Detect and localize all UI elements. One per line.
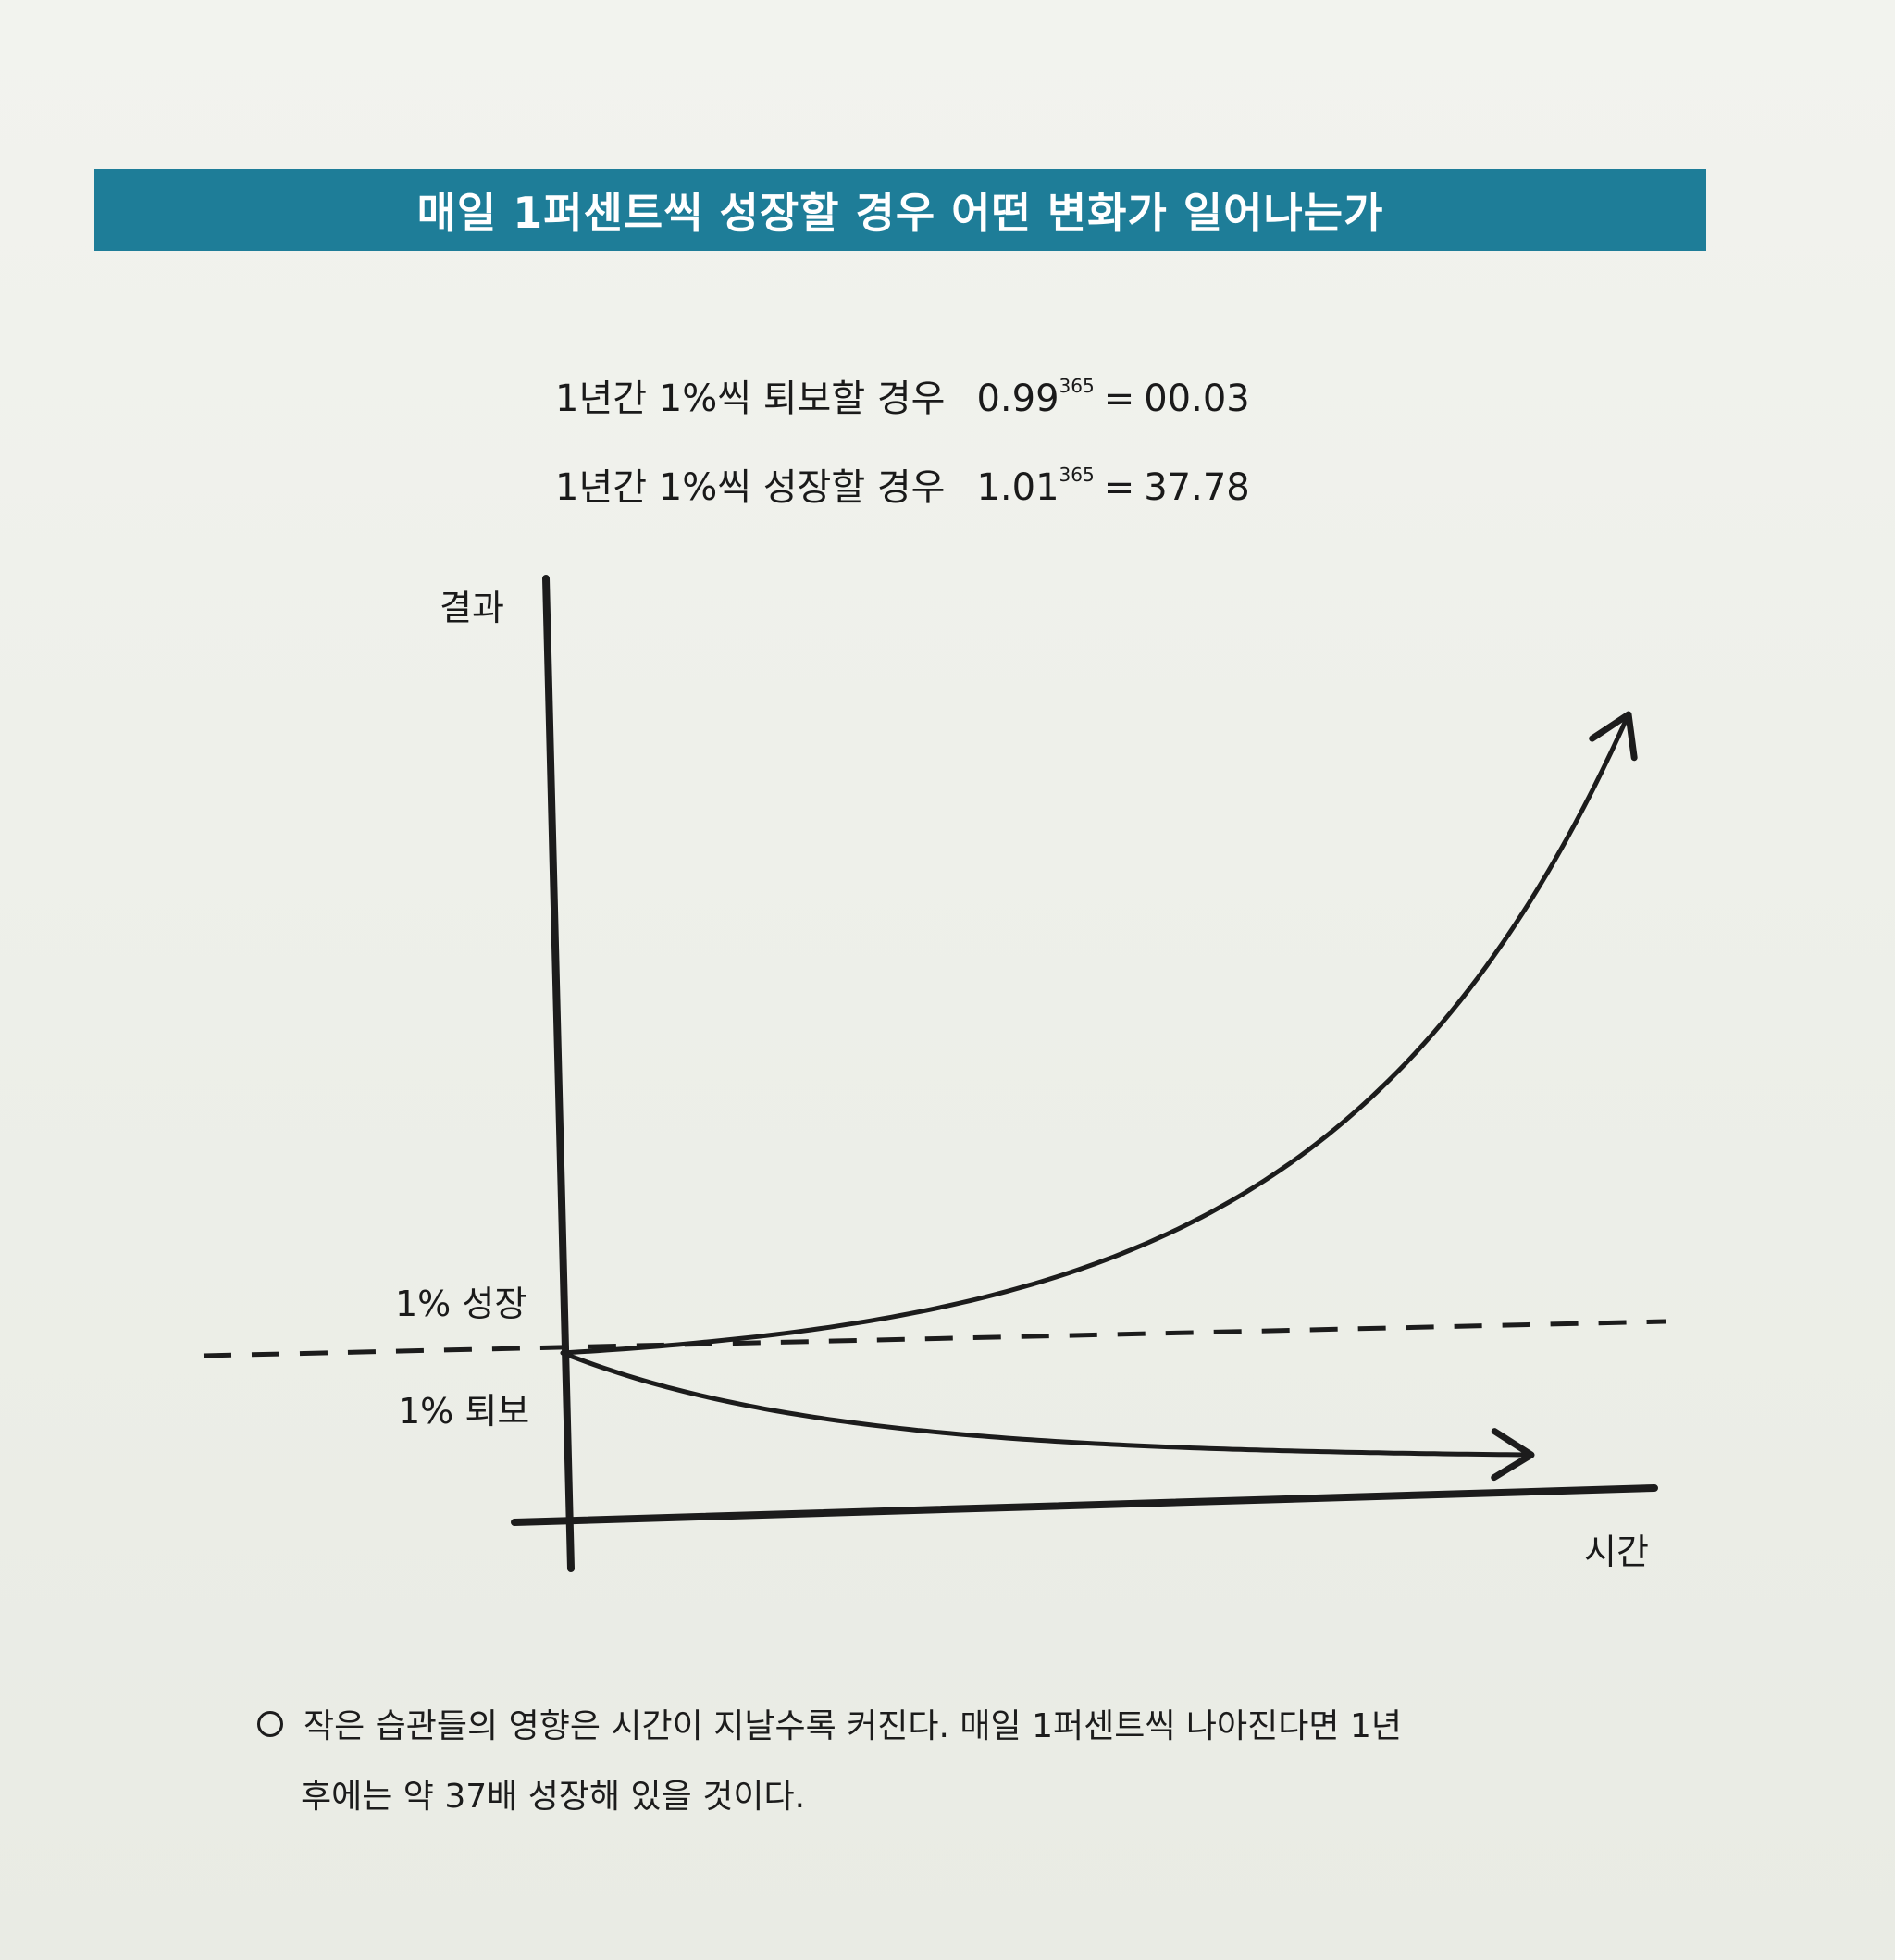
figure-caption: 작은 습관들의 영향은 시간이 지날수록 커진다. 매일 1퍼센트씩 나아진다면… [257, 1692, 1664, 1832]
formula-decline-result: 00.03 [1144, 378, 1250, 420]
formula-growth-exponent: 365 [1059, 463, 1095, 486]
caption-line-2: 후에는 약 37배 성장해 있을 것이다. [301, 1778, 806, 1816]
baseline-dashed-line [203, 1319, 1666, 1358]
formula-growth-label: 1년간 1%씩 성장할 경우 [555, 466, 946, 509]
series-decline-line [560, 1350, 1535, 1482]
page-title: 매일 1퍼센트씩 성장할 경우 어떤 변화가 일어나는가 [416, 188, 1384, 238]
caption-line-1: 작은 습관들의 영향은 시간이 지날수록 커진다. 매일 1퍼센트씩 나아진다면… [257, 1692, 1664, 1762]
formula-decline-exponent: 365 [1059, 374, 1095, 397]
circle-bullet-icon [257, 1711, 283, 1737]
title-banner: 매일 1퍼센트씩 성장할 경우 어떤 변화가 일어나는가 [94, 169, 1706, 251]
formula-decline-base: 0.99 [976, 378, 1059, 420]
caption-text-1: 작은 습관들의 영향은 시간이 지날수록 커진다. 매일 1퍼센트씩 나아진다면… [303, 1707, 1402, 1745]
series-decline-label: 1% 퇴보 [398, 1391, 529, 1432]
series-growth-line [560, 711, 1638, 1356]
formula-decline-label: 1년간 1%씩 퇴보할 경우 [555, 378, 946, 420]
y-axis-line [542, 575, 575, 1572]
formula-decline: 1년간 1%씩 퇴보할 경우 0.99365 = 00.03 [555, 368, 1250, 422]
formula-growth: 1년간 1%씩 성장할 경우 1.01365 = 37.78 [555, 457, 1250, 511]
series-growth-label: 1% 성장 [395, 1284, 526, 1324]
formula-decline-equals: = [1103, 378, 1135, 420]
formula-growth-result: 37.78 [1144, 466, 1250, 509]
formula-growth-base: 1.01 [976, 466, 1059, 509]
formula-growth-equals: = [1103, 466, 1135, 509]
x-axis-line [511, 1484, 1658, 1526]
x-axis-label: 시간 [1584, 1532, 1649, 1572]
y-axis-label: 결과 [440, 588, 504, 628]
